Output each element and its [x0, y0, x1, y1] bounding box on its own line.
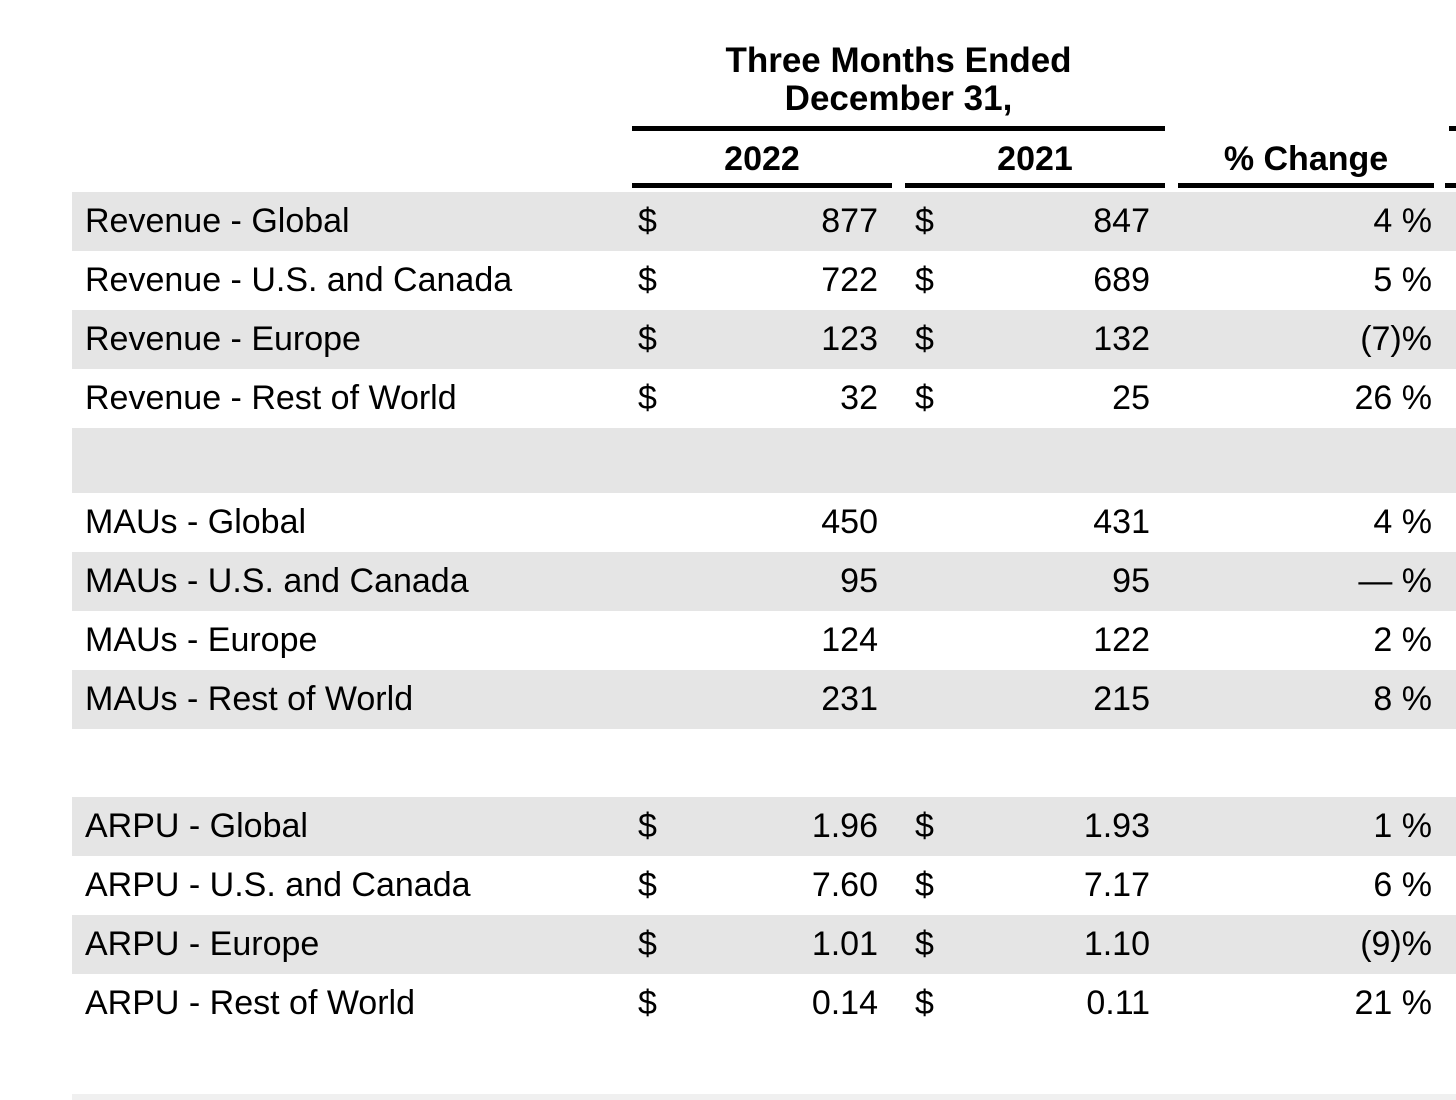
table-row-maus-europe: MAUs - Europe 124 122 2 %: [72, 611, 1456, 670]
table-row-maus-us-canada: MAUs - U.S. and Canada 95 95 — %: [72, 552, 1456, 611]
cropped-next-row-edge: [72, 1094, 1456, 1100]
cropped-next-column-underline-bottom: [1445, 183, 1456, 188]
value-2022: 722: [821, 261, 878, 299]
currency-symbol-2022: $: [638, 261, 657, 299]
table-row-arpu-us-canada: ARPU - U.S. and Canada $ 7.60 $ 7.17 6 %: [72, 856, 1456, 915]
row-label: Revenue - Europe: [85, 320, 361, 358]
period-header: Three Months Ended December 31,: [632, 42, 1165, 118]
value-2021: 0.11: [1086, 984, 1150, 1022]
table-row-arpu-rest-of-world: ARPU - Rest of World $ 0.14 $ 0.11 21 %: [72, 974, 1456, 1033]
value-2021: 1.93: [1083, 807, 1150, 845]
value-2022: 124: [821, 621, 878, 659]
currency-symbol-2022: $: [638, 379, 657, 417]
value-percent-change: 5 %: [1373, 261, 1432, 299]
row-label: ARPU - Rest of World: [85, 984, 416, 1022]
table-row-revenue-us-canada: Revenue - U.S. and Canada $ 722 $ 689 5 …: [72, 251, 1456, 310]
value-2022: 450: [821, 503, 878, 541]
separator-row: [72, 729, 1456, 797]
value-percent-change: — %: [1358, 562, 1432, 600]
value-2022: 32: [840, 379, 878, 417]
currency-symbol-2022: $: [638, 925, 657, 963]
value-2021: 1.10: [1083, 925, 1150, 963]
value-2022: 877: [821, 202, 878, 240]
currency-symbol-2021: $: [915, 261, 934, 299]
separator-row: [72, 428, 1456, 493]
value-2021: 689: [1093, 261, 1150, 299]
currency-symbol-2021: $: [915, 866, 934, 904]
value-2021: 25: [1112, 379, 1150, 417]
value-percent-change: (9)%: [1360, 925, 1432, 963]
value-2022: 0.14: [811, 984, 878, 1022]
currency-symbol-2021: $: [915, 379, 934, 417]
period-underline: [632, 126, 1165, 131]
currency-symbol-2022: $: [638, 320, 657, 358]
table-row-maus-global: MAUs - Global 450 431 4 %: [72, 493, 1456, 552]
currency-symbol-2022: $: [638, 866, 657, 904]
value-2022: 7.60: [811, 866, 878, 904]
column-header-percent-change: % Change: [1223, 140, 1389, 178]
underline-2022: [632, 183, 892, 188]
value-2022: 123: [821, 320, 878, 358]
row-label: MAUs - Rest of World: [85, 680, 414, 718]
column-header-2022: 2022: [724, 140, 800, 178]
table-row-arpu-europe: ARPU - Europe $ 1.01 $ 1.10 (9)%: [72, 915, 1456, 974]
table-row-revenue-europe: Revenue - Europe $ 123 $ 132 (7)%: [72, 310, 1456, 369]
table-row-maus-rest-of-world: MAUs - Rest of World 231 215 8 %: [72, 670, 1456, 729]
value-percent-change: 2 %: [1373, 621, 1432, 659]
cropped-next-column-underline-top: [1449, 126, 1456, 131]
value-2022: 95: [840, 562, 878, 600]
value-2021: 122: [1093, 621, 1150, 659]
value-2021: 431: [1093, 503, 1150, 541]
underline-percent-change: [1178, 183, 1434, 188]
value-percent-change: 6 %: [1373, 866, 1432, 904]
value-2022: 1.96: [811, 807, 878, 845]
row-label: MAUs - Global: [85, 503, 307, 541]
row-label: Revenue - Rest of World: [85, 379, 457, 417]
value-percent-change: 1 %: [1373, 807, 1432, 845]
row-label: MAUs - U.S. and Canada: [85, 562, 469, 600]
row-label: ARPU - U.S. and Canada: [85, 866, 471, 904]
value-percent-change: 26 %: [1354, 379, 1433, 417]
value-percent-change: 8 %: [1373, 680, 1432, 718]
value-2022: 231: [821, 680, 878, 718]
row-label: Revenue - U.S. and Canada: [85, 261, 513, 299]
value-percent-change: 4 %: [1373, 202, 1432, 240]
period-header-line2: December 31,: [784, 79, 1013, 118]
table-row-arpu-global: ARPU - Global $ 1.96 $ 1.93 1 %: [72, 797, 1456, 856]
currency-symbol-2022: $: [638, 202, 657, 240]
currency-symbol-2021: $: [915, 320, 934, 358]
currency-symbol-2021: $: [915, 984, 934, 1022]
table-body: Revenue - Global $ 877 $ 847 4 % Revenue…: [0, 192, 1456, 1033]
value-2022: 1.01: [811, 925, 878, 963]
row-label: ARPU - Global: [85, 807, 308, 845]
underline-2021: [905, 183, 1165, 188]
value-2021: 7.17: [1083, 866, 1150, 904]
currency-symbol-2022: $: [638, 984, 657, 1022]
row-label: ARPU - Europe: [85, 925, 320, 963]
table-row-revenue-global: Revenue - Global $ 877 $ 847 4 %: [72, 192, 1456, 251]
value-2021: 847: [1093, 202, 1150, 240]
currency-symbol-2021: $: [915, 925, 934, 963]
row-label: MAUs - Europe: [85, 621, 318, 659]
currency-symbol-2021: $: [915, 807, 934, 845]
value-2021: 215: [1093, 680, 1150, 718]
value-2021: 95: [1112, 562, 1150, 600]
currency-symbol-2021: $: [915, 202, 934, 240]
column-header-2021: 2021: [997, 140, 1073, 178]
value-2021: 132: [1093, 320, 1150, 358]
row-label: Revenue - Global: [85, 202, 350, 240]
value-percent-change: 4 %: [1373, 503, 1432, 541]
currency-symbol-2022: $: [638, 807, 657, 845]
period-header-line1: Three Months Ended: [725, 41, 1072, 80]
value-percent-change: 21 %: [1354, 984, 1433, 1022]
value-percent-change: (7)%: [1360, 320, 1432, 358]
table-row-revenue-rest-of-world: Revenue - Rest of World $ 32 $ 25 26 %: [72, 369, 1456, 428]
